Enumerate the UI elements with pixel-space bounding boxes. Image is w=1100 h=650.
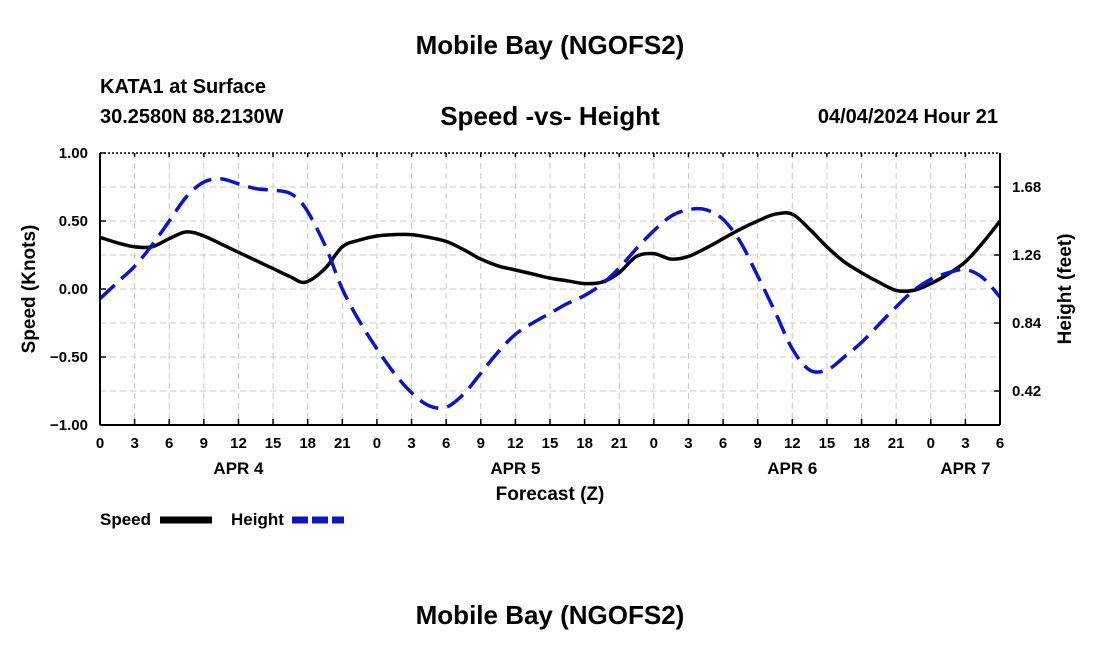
y-left-axis-title: Speed (Knots) <box>19 225 40 354</box>
y-right-axis-title: Height (feet) <box>1055 234 1076 345</box>
plot-title: Speed -vs- Height <box>440 101 660 131</box>
labels-layer: 0 3 6 9 12 15 18 21 0 3 6 9 12 15 18 21 0 3 6 9 12 15 18 21 0 3 6A… <box>19 145 1076 505</box>
x-tick-label: 12 <box>230 435 247 452</box>
x-tick-label: 21 <box>888 435 905 452</box>
series-line-speed <box>99 211 1002 294</box>
x-tick-label: 0 <box>96 435 104 452</box>
x-tick-label: 3 <box>407 435 415 452</box>
x-tick-label: 21 <box>611 435 628 452</box>
x-tick-label: 18 <box>576 435 593 452</box>
y-left-tick-label: −1.00 <box>50 417 88 434</box>
grid-layer <box>99 153 1001 425</box>
day-label: APR 4 <box>213 459 264 478</box>
legend-label-speed: Speed <box>100 510 151 529</box>
y-right-tick-label: 1.68 <box>1012 179 1041 196</box>
x-axis-title: Forecast (Z) <box>496 484 605 505</box>
axes-layer <box>99 152 1001 426</box>
station-coordinates: 30.2580N 88.2130W <box>100 106 284 128</box>
x-tick-label: 9 <box>477 435 485 452</box>
y-right-tick-label: 1.26 <box>1012 247 1041 264</box>
series-layer <box>98 177 1002 410</box>
y-left-tick-label: −0.50 <box>50 349 88 366</box>
y-right-tick-label: 0.84 <box>1012 315 1042 332</box>
x-tick-label: 9 <box>200 435 208 452</box>
x-tick-label: 0 <box>927 435 935 452</box>
y-right-tick-label: 0.42 <box>1012 383 1041 400</box>
series-line-height <box>98 177 1002 410</box>
forecast-datetime: 04/04/2024 Hour 21 <box>817 106 998 128</box>
x-tick-label: 18 <box>299 435 316 452</box>
x-tick-label: 0 <box>650 435 658 452</box>
x-tick-label: 6 <box>996 435 1004 452</box>
legend: Speed Height <box>100 510 344 529</box>
y-left-tick-label: 1.00 <box>59 145 88 162</box>
x-tick-label: 9 <box>754 435 762 452</box>
station-label: KATA1 at Surface <box>100 76 266 98</box>
y-left-tick-label: 0.50 <box>59 213 88 230</box>
footer-title: Mobile Bay (NGOFS2) <box>415 600 685 630</box>
x-tick-label: 0 <box>373 435 381 452</box>
day-label: APR 6 <box>767 459 817 478</box>
x-tick-label: 3 <box>961 435 969 452</box>
y-left-tick-label: 0.00 <box>59 281 88 298</box>
x-tick-label: 12 <box>507 435 524 452</box>
x-tick-label: 15 <box>819 435 836 452</box>
x-tick-label: 3 <box>684 435 692 452</box>
x-tick-label: 6 <box>719 435 727 452</box>
page-title: Mobile Bay (NGOFS2) <box>415 30 685 60</box>
x-tick-label: 15 <box>265 435 282 452</box>
x-tick-label: 6 <box>442 435 450 452</box>
x-tick-label: 15 <box>542 435 559 452</box>
legend-label-height: Height <box>231 510 284 529</box>
x-tick-label: 6 <box>165 435 173 452</box>
x-tick-label: 18 <box>853 435 870 452</box>
x-tick-label: 21 <box>334 435 351 452</box>
day-label: APR 5 <box>490 459 540 478</box>
x-tick-label: 3 <box>130 435 138 452</box>
x-tick-label: 12 <box>784 435 801 452</box>
day-label: APR 7 <box>940 459 990 478</box>
